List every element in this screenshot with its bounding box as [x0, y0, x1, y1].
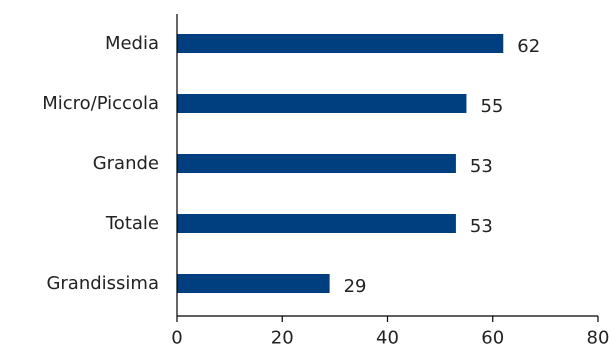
category-label: Grandissima — [46, 273, 159, 294]
data-label: 29 — [344, 276, 367, 297]
data-label: 62 — [517, 36, 540, 57]
axes-layer: 0 20 40 60 80 — [171, 14, 609, 349]
bar-grandissima — [177, 274, 330, 293]
category-label: Micro/Piccola — [42, 93, 159, 114]
bar-grande — [177, 154, 456, 173]
bar-media — [177, 34, 504, 53]
x-tick-label: 60 — [481, 328, 504, 349]
category-label: Totale — [105, 213, 159, 234]
x-tick-label: 20 — [271, 328, 294, 349]
bars-layer — [177, 34, 504, 293]
x-tick-label: 40 — [376, 328, 399, 349]
data-label: 55 — [480, 96, 503, 117]
bar-micro-piccola — [177, 94, 467, 113]
labels-layer: Media 62 Micro/Piccola 55 Grande 53 Totale 53 Gr… — [42, 33, 540, 297]
category-label: Media — [105, 33, 159, 54]
bar-totale — [177, 214, 456, 233]
x-tick-label: 0 — [171, 328, 182, 349]
data-label: 53 — [470, 156, 493, 177]
data-label: 53 — [470, 216, 493, 237]
x-tick-label: 80 — [587, 328, 610, 349]
category-label: Grande — [93, 153, 159, 174]
